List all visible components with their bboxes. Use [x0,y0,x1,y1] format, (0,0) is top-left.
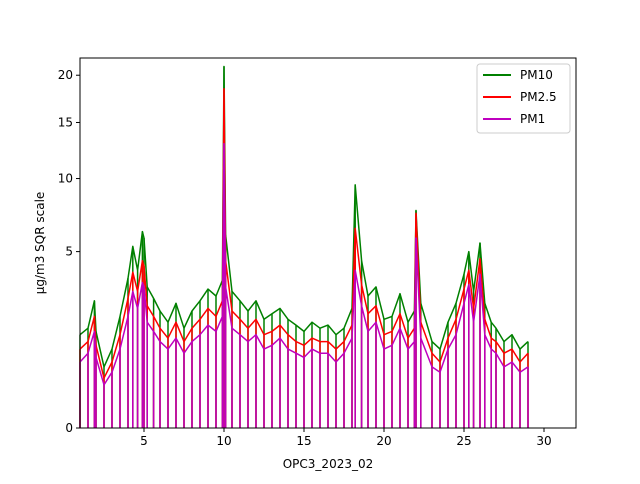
x-axis-ticks: 5 10 15 20 25 30 [140,428,552,448]
legend-frame [476,63,571,134]
x-tick-label: 10 [216,434,231,448]
y-tick-label: 0 [65,421,73,435]
x-tick-label: 30 [536,434,551,448]
x-tick-label: 15 [296,434,311,448]
legend-label: PM10 [520,68,553,82]
x-tick-label: 20 [376,434,391,448]
legend-label: PM2.5 [520,90,557,104]
plot-area-frame [79,57,577,429]
legend-label: PM1 [520,112,545,126]
x-tick-label: 5 [140,434,148,448]
y-axis-ticks: 0 5 10 15 20 [58,68,80,435]
y-tick-label: 5 [65,245,73,259]
legend: PM10 PM2.5 PM1 [476,63,571,134]
y-tick-label: 15 [58,115,73,129]
x-axis-label: OPC3_2023_02 [283,457,374,471]
y-tick-label: 10 [58,172,73,186]
series-layer [79,65,529,428]
x-tick-label: 25 [456,434,471,448]
y-axis-label: µg/m3 SQR scale [33,192,47,295]
y-tick-label: 20 [58,68,73,82]
